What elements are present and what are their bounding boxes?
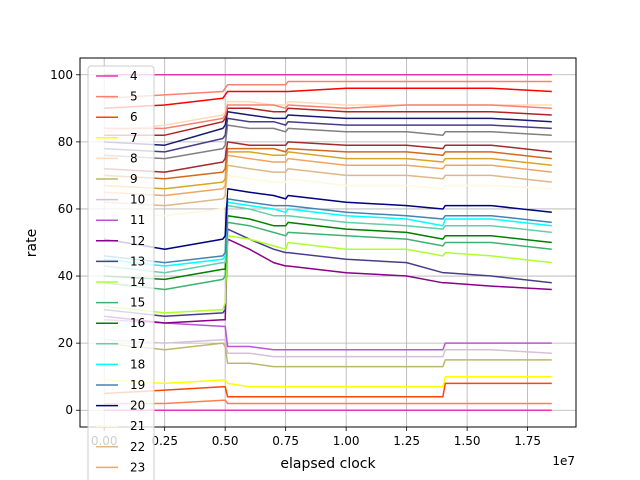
- y-tick-label: 80: [58, 135, 73, 149]
- y-tick-label: 60: [58, 202, 73, 216]
- series-line-unlabeled-23: [104, 124, 552, 160]
- series-line-unlabeled-29: [104, 399, 552, 405]
- series-line-17: [104, 204, 552, 274]
- legend-label: 23: [130, 460, 145, 474]
- x-tick-label: 0.50: [212, 434, 239, 448]
- legend-label: 22: [130, 440, 145, 454]
- legend-label: 16: [130, 316, 145, 330]
- series-line-21: [104, 174, 552, 217]
- x-tick-label: 1.25: [393, 434, 420, 448]
- series-line-unlabeled-20: [104, 151, 552, 190]
- series-line-unlabeled-24: [104, 117, 552, 153]
- x-tick-label: 1.00: [333, 434, 360, 448]
- x-tick-label: 0.75: [272, 434, 299, 448]
- series-line-14: [104, 235, 552, 314]
- series-line-unlabeled-25: [104, 110, 552, 146]
- legend-label: 8: [130, 151, 138, 165]
- legend-label: 18: [130, 357, 145, 371]
- legend: 4 5 6 7 8 9 10 11 12 13 14 15 16 17 18 19 20 21 22 23: [87, 65, 155, 480]
- legend-label: 11: [130, 213, 145, 227]
- series-line-23: [104, 154, 552, 197]
- y-axis-label: rate: [24, 229, 40, 257]
- series-line-5: [104, 80, 552, 100]
- series-line-unlabeled-28: [104, 87, 552, 110]
- series-line-7: [104, 375, 552, 388]
- series-line-19: [104, 198, 552, 264]
- series-line-15: [104, 221, 552, 291]
- legend-label: 15: [130, 296, 145, 310]
- x-offset-label: 1e7: [552, 454, 575, 468]
- x-axis-ticks: 0.000.250.500.751.001.251.501.75: [91, 427, 541, 448]
- legend-label: 12: [130, 234, 145, 248]
- y-axis-ticks: 0 20 40 60 80 100: [50, 68, 80, 417]
- series-line-22: [104, 164, 552, 207]
- legend-label: 4: [130, 69, 138, 83]
- legend-label: 21: [130, 419, 145, 433]
- series-line-unlabeled-26: [104, 107, 552, 136]
- y-tick-label: 0: [65, 403, 73, 417]
- legend-label: 14: [130, 275, 145, 289]
- series-line-18: [104, 201, 552, 267]
- y-tick-label: 20: [58, 336, 73, 350]
- series-line-11: [104, 318, 552, 351]
- legend-label: 5: [130, 90, 138, 104]
- series-line-unlabeled-21: [104, 147, 552, 180]
- legend-label: 10: [130, 193, 145, 207]
- legend-label: 13: [130, 254, 145, 268]
- legend-label: 9: [130, 172, 138, 186]
- plot-frame: [79, 57, 577, 428]
- y-tick-label: 40: [58, 269, 73, 283]
- series-lines: [104, 74, 552, 411]
- legend-label: 19: [130, 378, 145, 392]
- legend-label: 17: [130, 337, 145, 351]
- legend-label: 20: [130, 399, 145, 413]
- x-tick-label: 0.25: [151, 434, 178, 448]
- y-tick-label: 100: [50, 68, 73, 82]
- series-line-13: [104, 228, 552, 318]
- series-line-unlabeled-22: [104, 141, 552, 173]
- legend-box: [87, 65, 155, 480]
- x-tick-label: 1.50: [454, 434, 481, 448]
- series-line-unlabeled-27: [104, 104, 552, 130]
- series-line-9: [104, 342, 552, 368]
- series-line-12: [104, 238, 552, 324]
- series-line-16: [104, 214, 552, 281]
- x-tick-label: 1.75: [514, 434, 541, 448]
- series-line-10: [104, 339, 552, 358]
- legend-label: 7: [130, 131, 138, 145]
- legend-label: 6: [130, 110, 138, 124]
- x-axis-label: elapsed clock: [280, 456, 376, 472]
- series-line-6: [104, 382, 552, 398]
- series-line-20: [104, 188, 552, 250]
